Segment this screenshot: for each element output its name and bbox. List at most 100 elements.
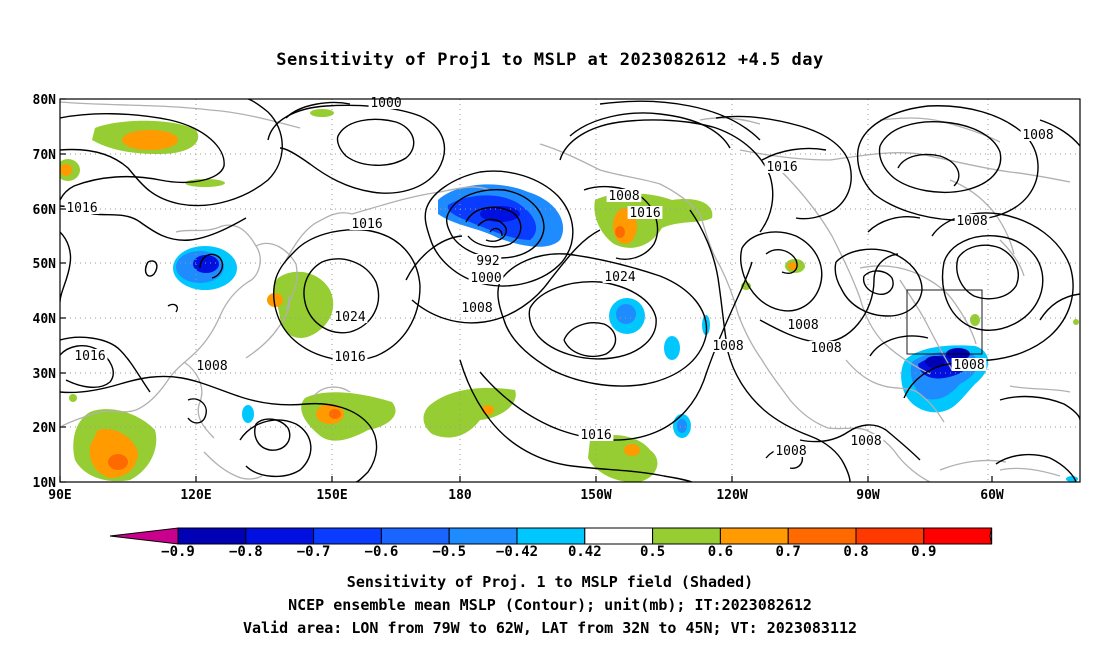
contour-label-bg [848,434,884,447]
colorbar-label: 0.7 [775,544,801,560]
contour-label: 1016 [580,428,611,443]
lon-tick-label: 90W [856,488,880,503]
lon-tick-label: 150E [316,488,347,503]
contour-label-bg [627,206,663,219]
contour-label-bg [474,254,502,267]
contour-label-bg [332,350,368,363]
colorbar-label: −0.9 [161,544,195,560]
colorbar-min-arrow [109,527,179,545]
contour-label: 1024 [604,270,635,285]
contour-label-bg [349,217,385,230]
contour-label: 1008 [810,341,841,356]
contour-label: 1016 [334,350,365,365]
colorbar [109,527,993,545]
valid-area-box [906,289,983,355]
contour-label-bg [954,214,990,227]
mslp-contours [60,99,1080,482]
contour-label: 1016 [351,217,382,232]
contour-label-bg [64,201,100,214]
colorbar-label: 0.5 [639,544,666,560]
colorbar-swatch [923,527,993,545]
lon-tick-label: 120E [180,488,211,503]
contour-label: 1008 [850,434,881,449]
lon-tick-label: 60W [980,488,1004,503]
contour-label-bg [773,444,809,457]
coastlines [60,101,1071,482]
contour-label: 1008 [461,301,492,316]
colorbar-label: 0.42 [567,544,602,560]
contour-label: 1008 [1022,128,1053,143]
contour-label-bg [785,318,821,331]
contour-label: 1008 [775,444,806,459]
contour-label-bg [468,271,504,284]
colorbar-max-arrow [989,527,993,545]
contour-label-bg [606,189,642,202]
contour-label: 1000 [470,271,501,286]
plot-frame [59,98,1081,483]
colorbar-swatch [719,527,789,545]
colorbar-swatch [516,527,586,545]
contour-label: 1024 [334,310,365,325]
contour-label-bg [710,339,746,352]
positive-sensitivity-shading [60,109,1079,482]
lon-tick-label: 180 [448,488,472,503]
lon-tick-label: 150W [580,488,611,503]
colorbar-label: −0.8 [228,544,263,560]
colorbar-label: 0.6 [707,544,734,560]
contour-label: 1008 [712,339,743,354]
latitude-ticks: 80N 70N 60N 50N 40N 30N 20N 10N [33,93,66,491]
lat-tick-label: 70N [33,148,57,163]
contour-label: 1008 [608,189,639,204]
footer-line-2: NCEP ensemble mean MSLP (Contour); unit(… [288,596,812,614]
footer-line-3: Valid area: LON from 79W to 62W, LAT fro… [242,619,858,637]
contour-label-bg [578,428,614,441]
lat-tick-label: 80N [33,93,57,108]
lat-tick-label: 30N [33,367,57,382]
contour-label-bg [194,359,230,372]
contour-label-bg [1020,128,1056,141]
colorbar-swatch [245,527,315,545]
contour-label: 1016 [629,206,660,221]
colorbar-swatch [652,527,721,545]
colorbar-swatch [787,527,857,545]
contour-label: 1008 [196,359,227,374]
contour-label-bg [602,270,638,283]
colorbar-swatch [177,527,247,545]
contour-label: 1016 [66,201,97,216]
colorbar-swatch [855,527,925,545]
lat-tick-label: 50N [33,257,57,272]
contour-label: 1016 [766,160,797,175]
lat-tick-label: 60N [33,203,57,218]
colorbar-label: 0.8 [843,544,869,560]
colorbar-swatch [584,527,654,545]
colorbar-label: −0.5 [432,544,467,560]
lon-tick-label: 90E [48,488,71,503]
contour-label: 1008 [953,358,984,373]
lat-tick-label: 40N [33,312,57,327]
contour-label-bg [808,341,844,354]
colorbar-label: 0.9 [911,544,937,560]
contour-label-bg [332,310,368,323]
colorbar-swatch [448,527,518,545]
contour-label-bg [459,301,495,314]
lat-lon-grid [60,99,1080,482]
lat-tick-label: 20N [33,421,57,436]
footer-line-1: Sensitivity of Proj. 1 to MSLP field (Sh… [346,573,754,591]
colorbar-swatch [380,527,450,545]
contour-labels: 1000 1016 1008 1016 1016 992 1000 1024 1008 1016 1… [64,96,1056,459]
contour-label: 1008 [787,318,818,333]
contour-label-bg [764,160,800,173]
contour-label-bg [72,349,108,362]
colorbar-label: −0.7 [296,544,331,560]
contour-label: 1016 [74,349,105,364]
lat-tick-label: 10N [33,476,57,491]
colorbar-swatch [313,527,382,545]
longitude-ticks: 90E 120E 150E 180 150W 120W 90W 60W [48,476,1004,503]
colorbar-label: −0.6 [364,544,399,560]
lon-tick-label: 120W [716,488,747,503]
contour-label: 1000 [370,96,401,111]
contour-label: 992 [476,254,499,269]
contour-label: 1008 [956,214,987,229]
contour-label-bg [951,358,987,371]
